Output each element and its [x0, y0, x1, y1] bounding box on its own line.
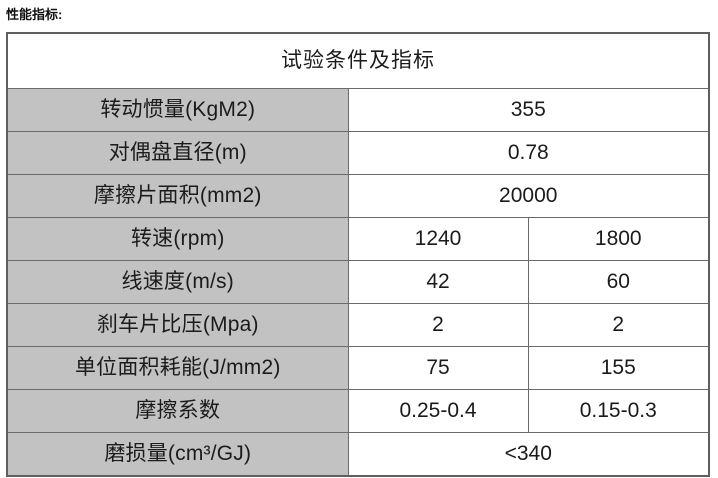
table-row: 转速(rpm) 1240 1800: [6, 217, 710, 261]
row-value-merged: 0.78: [347, 131, 710, 175]
section-caption: 性能指标:: [6, 7, 63, 22]
row-label: 摩擦系数: [6, 389, 349, 433]
table-row: 对偶盘直径(m) 0.78: [6, 131, 710, 175]
row-label: 转速(rpm): [6, 217, 349, 261]
row-label: 刹车片比压(Mpa): [6, 303, 349, 347]
row-value-col1: 0.25-0.4: [347, 389, 529, 433]
table-row: 摩擦系数 0.25-0.4 0.15-0.3: [6, 389, 710, 433]
table-row: 转动惯量(KgM2) 355: [6, 88, 710, 132]
row-value-col1: 42: [347, 260, 529, 304]
table-row: 摩擦片面积(mm2) 20000: [6, 174, 710, 218]
row-label: 单位面积耗能(J/mm2): [6, 346, 349, 390]
row-label: 转动惯量(KgM2): [6, 88, 349, 132]
row-value-col2: 1800: [527, 217, 710, 261]
spec-table-container: 试验条件及指标 转动惯量(KgM2) 355 对偶盘直径(m) 0.78 摩擦片…: [6, 32, 710, 477]
row-value-col2: 2: [527, 303, 710, 347]
row-value-col1: 75: [347, 346, 529, 390]
row-value-col2: 60: [527, 260, 710, 304]
table-row: 线速度(m/s) 42 60: [6, 260, 710, 304]
table-row: 磨损量(cm³/GJ) <340: [6, 432, 710, 477]
row-value-merged: 20000: [347, 174, 710, 218]
table-header-row: 试验条件及指标: [6, 32, 710, 89]
row-value-col2: 0.15-0.3: [527, 389, 710, 433]
row-value-col2: 155: [527, 346, 710, 390]
row-label: 对偶盘直径(m): [6, 131, 349, 175]
spec-table-body: 试验条件及指标 转动惯量(KgM2) 355 对偶盘直径(m) 0.78 摩擦片…: [6, 32, 710, 477]
table-row: 刹车片比压(Mpa) 2 2: [6, 303, 710, 347]
row-label: 磨损量(cm³/GJ): [6, 432, 349, 477]
row-label: 线速度(m/s): [6, 260, 349, 304]
row-value-merged: 355: [347, 88, 710, 132]
row-value-col1: 2: [347, 303, 529, 347]
table-row: 单位面积耗能(J/mm2) 75 155: [6, 346, 710, 390]
row-label: 摩擦片面积(mm2): [6, 174, 349, 218]
spec-table: 试验条件及指标 转动惯量(KgM2) 355 对偶盘直径(m) 0.78 摩擦片…: [6, 32, 710, 477]
row-value-col1: 1240: [347, 217, 529, 261]
row-value-merged: <340: [347, 432, 710, 477]
table-title-cell: 试验条件及指标: [6, 32, 710, 89]
